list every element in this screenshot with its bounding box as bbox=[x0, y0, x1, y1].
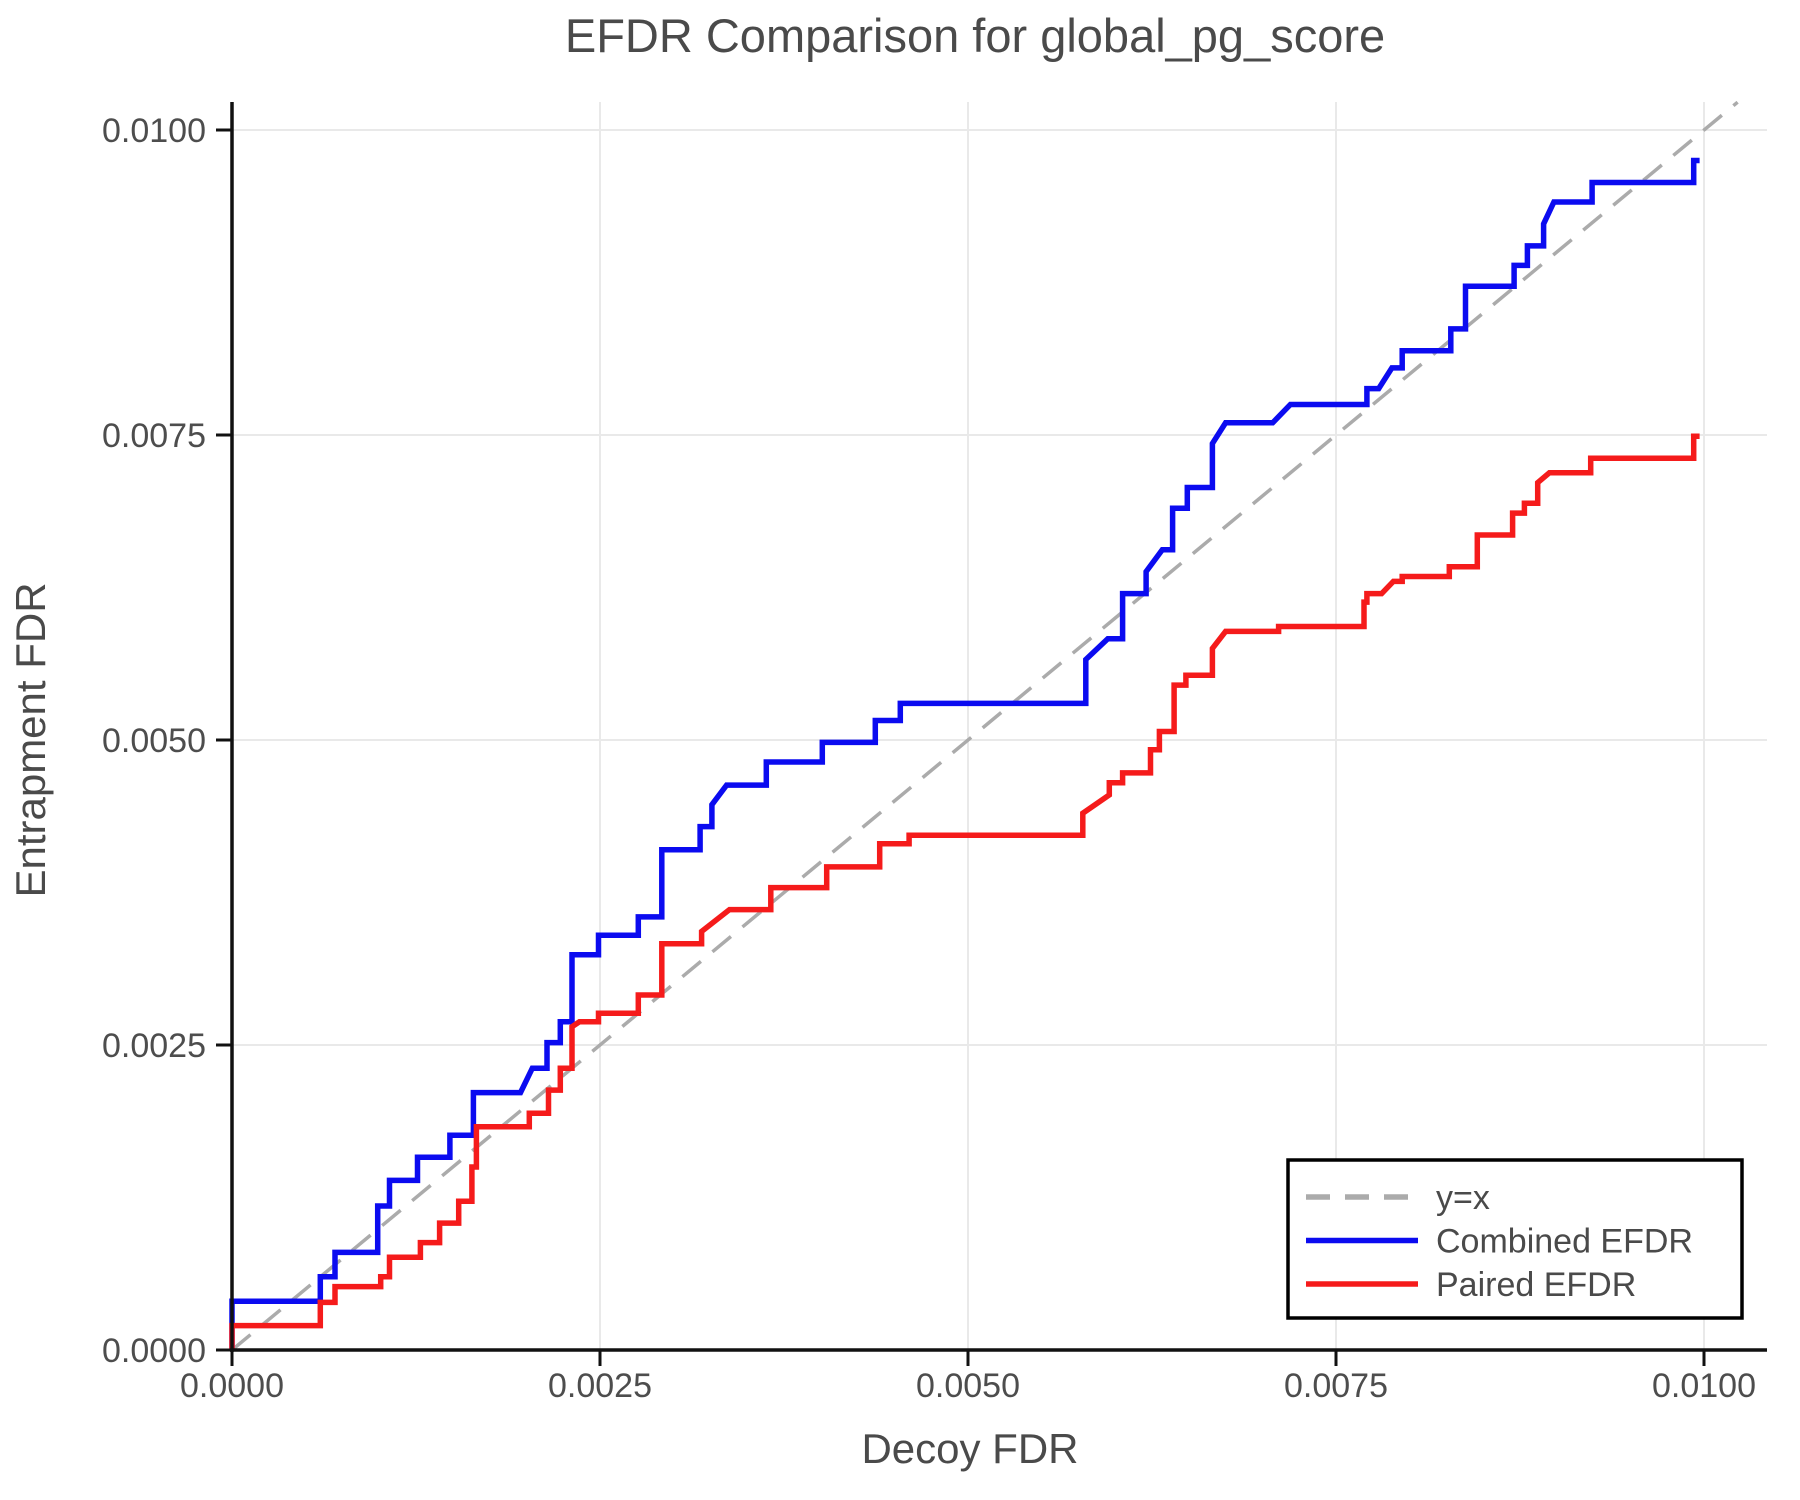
series-layer bbox=[229, 100, 1739, 1352]
axes-layer bbox=[216, 102, 1767, 1366]
series-line-combined-efdr bbox=[229, 157, 1700, 1350]
gridlines-layer bbox=[232, 102, 1767, 1350]
x-tick-label: 0.0075 bbox=[1284, 1367, 1388, 1405]
y-tick-label: 0.0075 bbox=[102, 417, 206, 455]
legend-label: Combined EFDR bbox=[1436, 1223, 1693, 1261]
y-tick-label: 0.0000 bbox=[102, 1332, 206, 1370]
legend: y=x Combined EFDR Paired EFDR bbox=[1286, 1158, 1744, 1320]
legend-label: Paired EFDR bbox=[1436, 1266, 1636, 1304]
y-tick-label: 0.0100 bbox=[102, 112, 206, 150]
legend-label: y=x bbox=[1436, 1179, 1490, 1217]
x-axis-label: Decoy FDR bbox=[861, 1425, 1078, 1472]
chart-title: EFDR Comparison for global_pg_score bbox=[565, 9, 1385, 62]
x-tick-label: 0.0025 bbox=[548, 1367, 652, 1405]
y-tick-label: 0.0050 bbox=[102, 722, 206, 760]
y-tick-label: 0.0025 bbox=[102, 1027, 206, 1065]
tick-labels-layer: 0.0000 0.0025 0.0050 0.0075 0.0100 0.0000 0.00… bbox=[102, 112, 1756, 1405]
x-tick-label: 0.0100 bbox=[1652, 1367, 1756, 1405]
x-tick-label: 0.0000 bbox=[180, 1367, 284, 1405]
y-axis-label: Entrapment FDR bbox=[7, 582, 54, 897]
x-tick-label: 0.0050 bbox=[916, 1367, 1020, 1405]
series-line-paired-efdr bbox=[229, 433, 1700, 1350]
reference-line-y-equals-x bbox=[230, 100, 1739, 1352]
